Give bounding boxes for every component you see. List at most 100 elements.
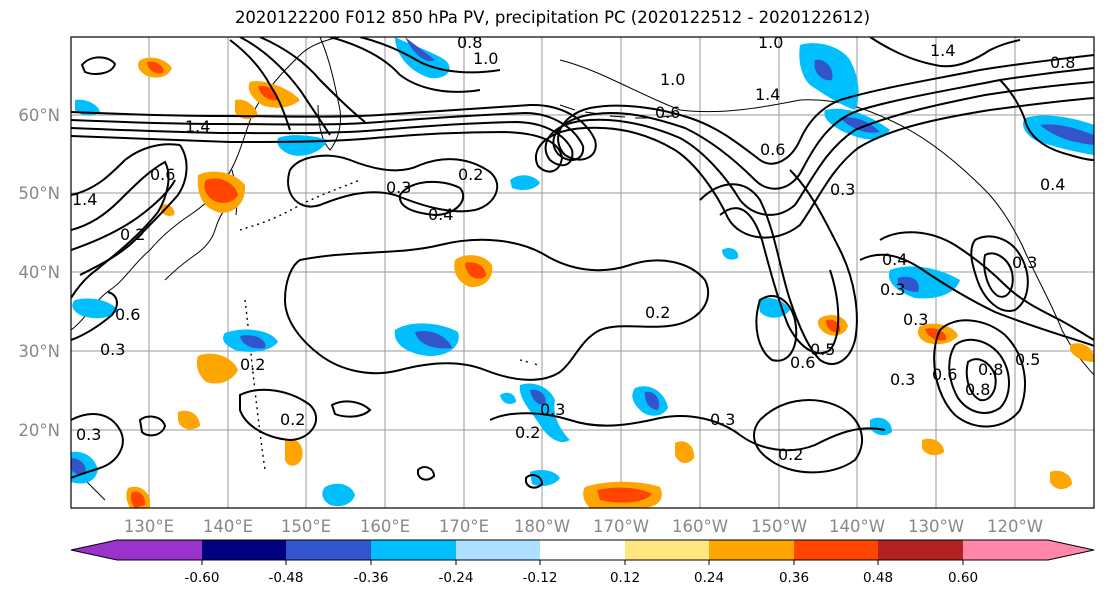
pos-blob-14: [1050, 470, 1072, 490]
contour-label-31: 0.4: [1040, 175, 1065, 194]
lon-label-170w: 170°W: [593, 517, 649, 536]
contour-label-14: 0.2: [458, 165, 483, 184]
colorbar-seg-0: [117, 540, 202, 560]
contour-top-right-1: [869, 37, 1021, 68]
pos-blob-2: [454, 255, 493, 288]
contour-label-5: 1.4: [755, 85, 780, 104]
neg-blob-3: [824, 108, 890, 140]
contour-left-03: [71, 291, 118, 341]
pos-blob-4: [137, 57, 172, 78]
islands-hawaii: [519, 359, 541, 367]
contour-label-25: 0.2: [240, 355, 265, 374]
contour-label-3: 1.0: [758, 33, 783, 52]
coast-aleutians: [559, 104, 673, 119]
contour-label-15: 0.4: [428, 205, 453, 224]
contour-east-2: [859, 253, 1094, 347]
contour-mid-3: [71, 179, 176, 251]
colorbar-seg-4: [456, 540, 540, 560]
contour-label-4: 1.4: [930, 41, 955, 60]
contour-label-12: 0.6: [760, 140, 785, 159]
contour-label-6: 0.8: [1050, 53, 1075, 72]
contour-label-21: 0.3: [540, 400, 565, 419]
lon-label-140e: 140°E: [203, 517, 253, 536]
contour-label-22: 0.3: [710, 410, 735, 429]
contour-south-02a: [239, 388, 317, 442]
colorbar: -0.60 -0.48 -0.36 -0.24 -0.12 0.12 0.24 …: [70, 539, 1095, 586]
neg-blob-20: [722, 247, 739, 260]
island-chains: [239, 179, 541, 471]
cbar-label-1: -0.60: [185, 570, 220, 586]
contour-label-7: 1.0: [660, 70, 685, 89]
lon-label-120w: 120°W: [987, 517, 1043, 536]
precip-negative: [71, 37, 1094, 507]
lon-label-140w: 140°W: [829, 517, 885, 536]
neg-blob-16: [500, 392, 516, 404]
colorbar-seg-10: [963, 540, 1048, 560]
contour-label-38: 0.5: [1015, 350, 1040, 369]
pos-blob-16: [1070, 343, 1094, 362]
contour-east-closed-5: [983, 252, 1014, 298]
contour-label-17: 0.3: [903, 310, 928, 329]
contour-label-34: 0.2: [120, 225, 145, 244]
contour-label-33: 0.6: [115, 305, 140, 324]
contour-south-02c: [753, 399, 864, 474]
contour-label-23: 0.2: [280, 410, 305, 429]
lat-tick-labels: 60°N 50°N 40°N 30°N 20°N: [18, 106, 60, 440]
contour-label-39: 0.3: [100, 340, 125, 359]
contour-east-1: [879, 231, 1094, 341]
colorbar-tick-labels: -0.60 -0.48 -0.36 -0.24 -0.12 0.12 0.24 …: [185, 570, 979, 586]
cbar-label-7: 0.24: [694, 570, 724, 586]
contour-big-02: [283, 238, 710, 381]
contour-label-10: 1.4: [72, 190, 97, 209]
contour-label-9: 0.6: [150, 165, 175, 184]
contour-small-5: [525, 474, 544, 489]
pos-blob-10: [235, 99, 258, 120]
pos-blob-15: [922, 438, 944, 456]
pos-blob-3: [583, 481, 662, 508]
contour-jet-3: [71, 81, 1094, 216]
neg-blob-14: [277, 135, 328, 156]
colorbar-seg-5: [540, 540, 625, 560]
contour-bering-1: [329, 37, 481, 93]
contour-label-1: 0.8: [457, 33, 482, 52]
contour-hump-1: [699, 169, 858, 365]
lon-label-150w: 150°W: [751, 517, 807, 536]
lon-label-170e: 170°E: [439, 517, 489, 536]
contour-top-right-2: [999, 79, 1094, 161]
lat-label-40n: 40°N: [18, 263, 60, 282]
colorbar-seg-1: [202, 540, 286, 560]
colorbar-extend-low: [71, 540, 117, 560]
lat-label-60n: 60°N: [18, 106, 60, 125]
contour-jet-2: [71, 67, 1094, 190]
lon-label-160w: 160°W: [672, 517, 728, 536]
contour-label-26: 0.3: [890, 370, 915, 389]
lon-label-130e: 130°E: [124, 517, 174, 536]
contour-small-3: [330, 400, 372, 418]
contour-label-13: 0.3: [386, 178, 411, 197]
lon-label-180w: 180°W: [514, 517, 570, 536]
lon-tick-labels: 130°E 140°E 150°E 160°E 170°E 180°W 170°…: [124, 517, 1043, 536]
contour-hump-2: [719, 207, 840, 355]
contour-label-27: 0.6: [790, 353, 815, 372]
colorbar-outline: [70, 539, 1095, 561]
neg-blob-12: [322, 483, 355, 507]
map-frame: [70, 36, 1095, 509]
precip-positive: [126, 57, 1094, 508]
colorbar-seg-9: [878, 540, 963, 560]
contour-kamchatka-2: [239, 37, 331, 136]
lon-label-150e: 150°E: [281, 517, 331, 536]
coast-alaska: [559, 59, 1094, 376]
pos-blob-9: [126, 486, 150, 508]
contour-label-20: 0.2: [778, 445, 803, 464]
contour-jet-1: [71, 54, 1094, 165]
pos-blob-12: [285, 438, 303, 466]
colorbar-seg-6: [625, 540, 709, 560]
lat-label-30n: 30°N: [18, 342, 60, 361]
neg-blob-2: [799, 43, 859, 110]
cbar-label-10: 0.60: [948, 570, 978, 586]
neg-blob-7: [223, 329, 278, 352]
colorbar-seg-2: [286, 540, 371, 560]
contour-east-closed-2: [948, 338, 1010, 414]
cbar-label-6: 0.12: [610, 570, 640, 586]
